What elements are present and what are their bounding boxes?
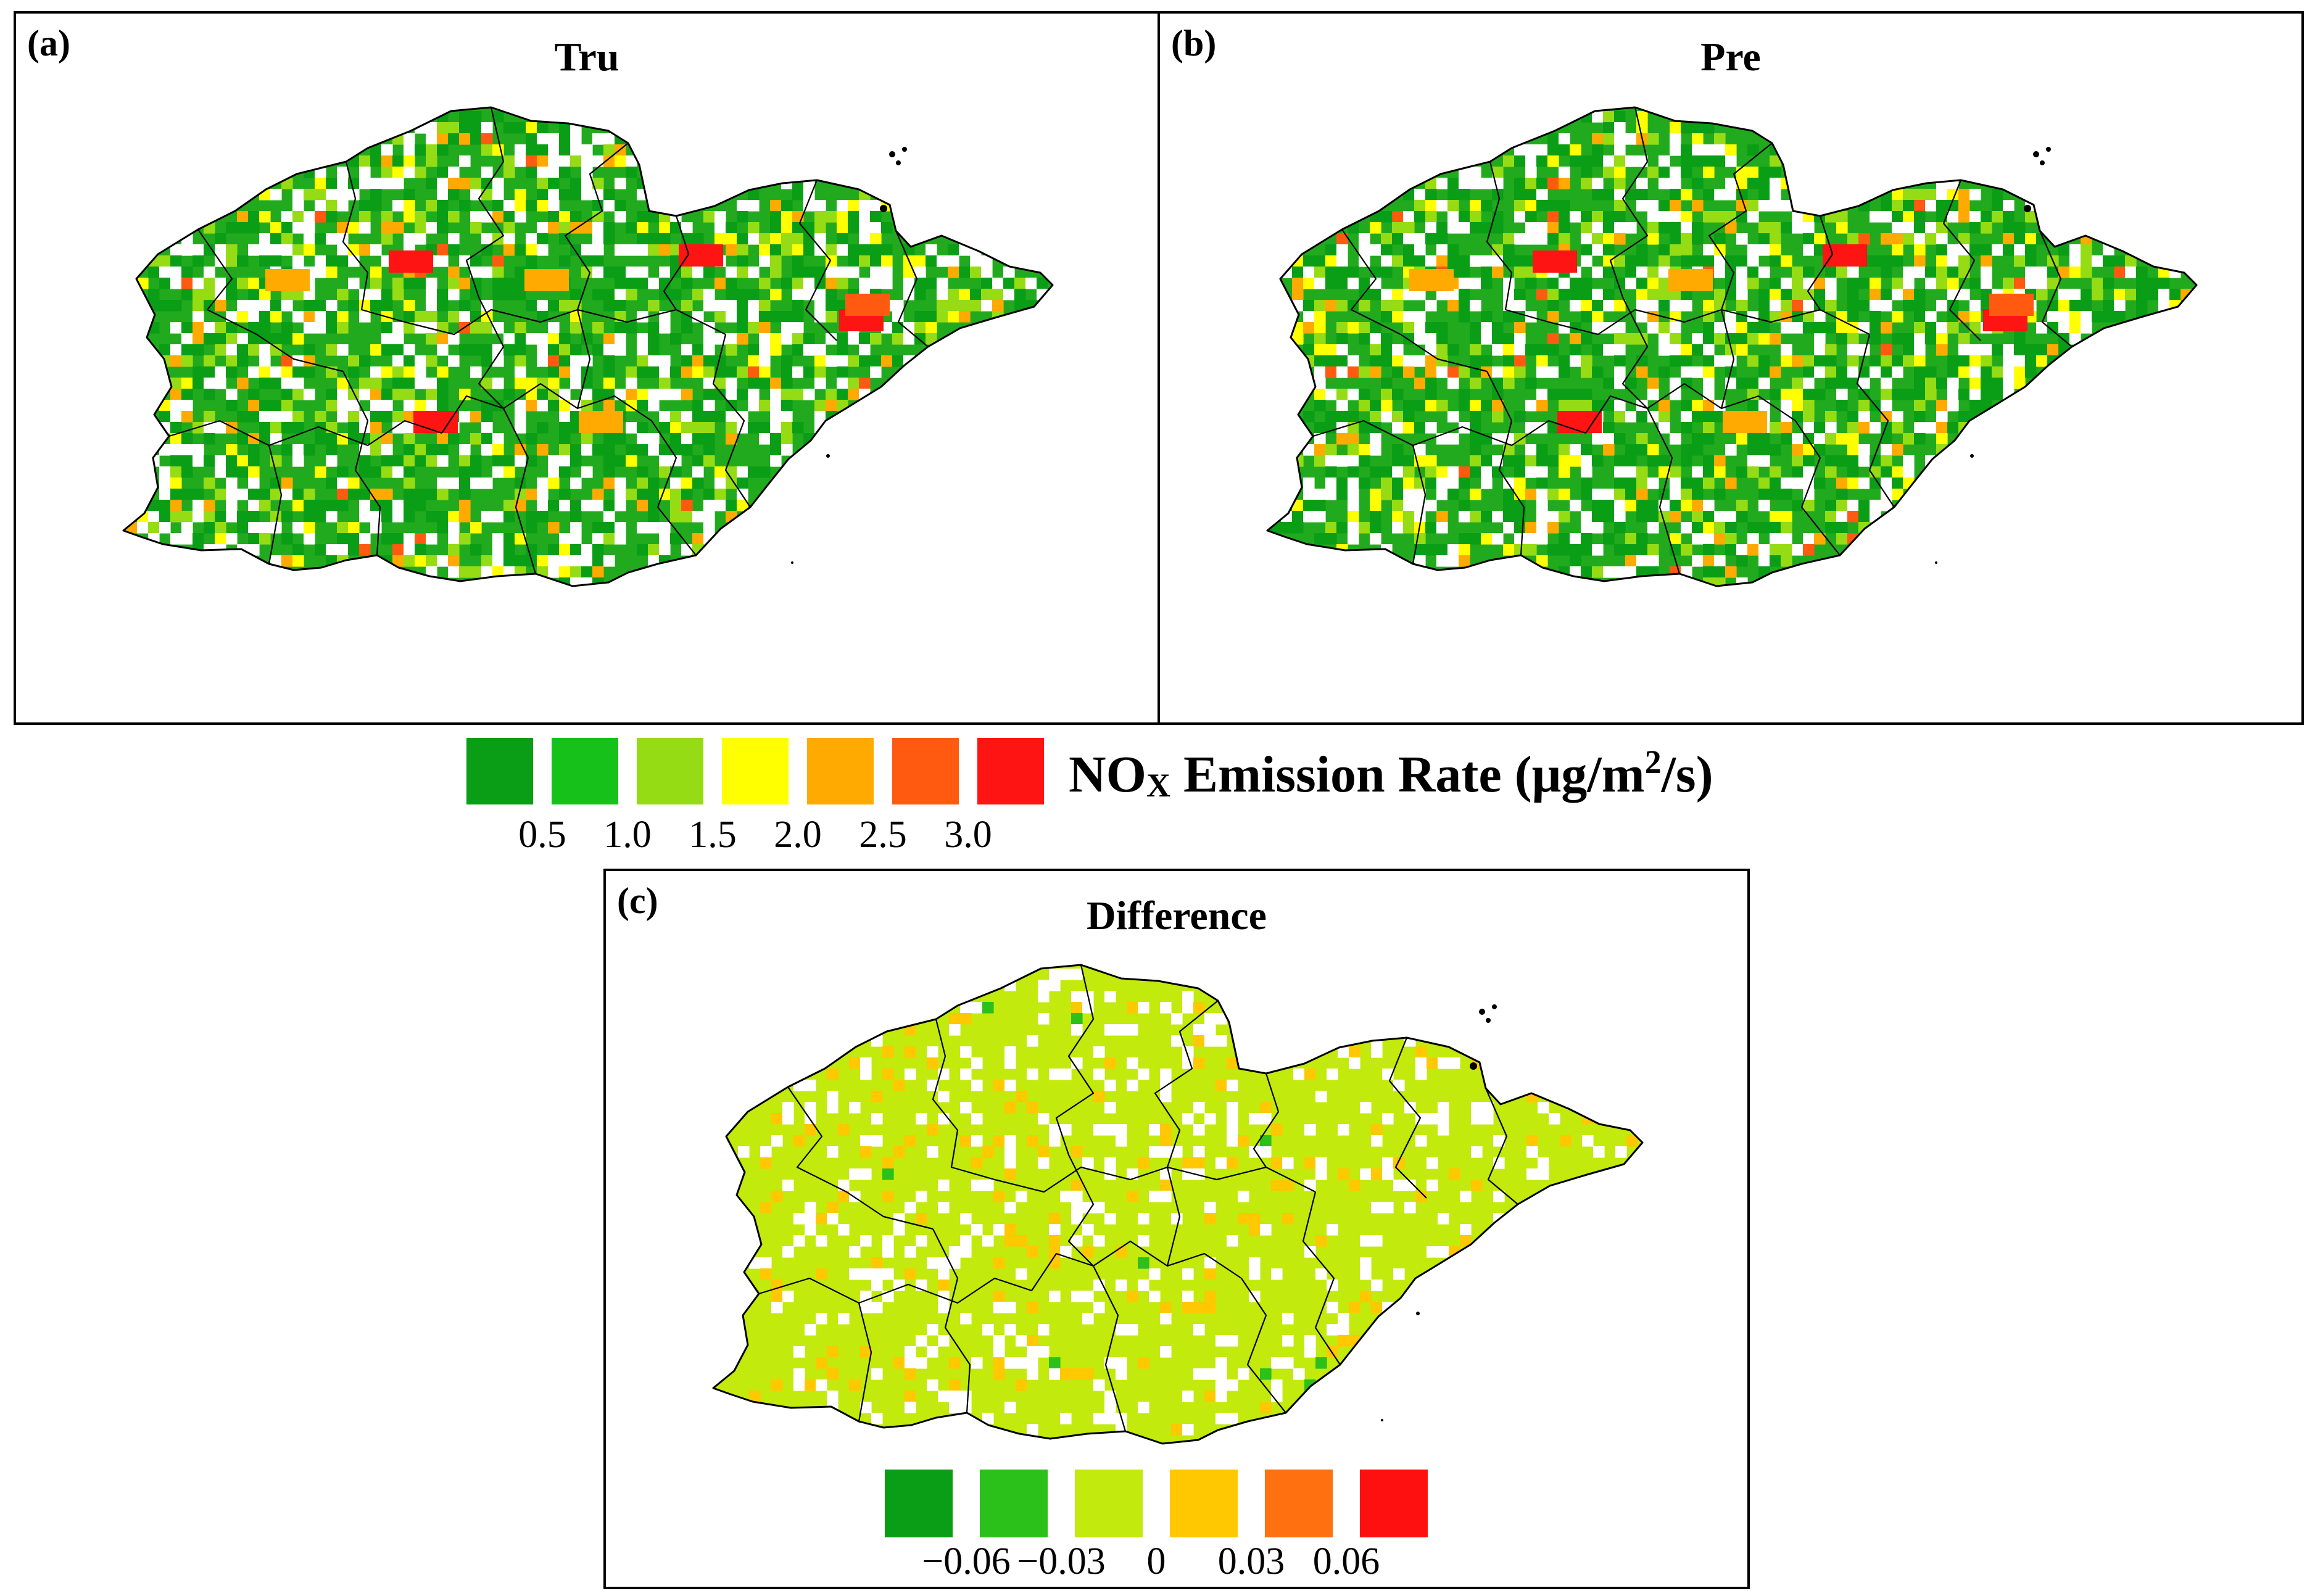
emission-map <box>122 106 1054 587</box>
diff-legend-swatch <box>1265 1470 1333 1537</box>
legend-tick: 2.0 <box>774 814 822 856</box>
panel-difference: (c) Difference −0.06 −0.03 0 0.03 0.06 <box>603 869 1750 1589</box>
island <box>889 151 895 157</box>
legend-swatch <box>552 738 618 804</box>
legend-title: NOX Emission Rate (μg/m2/s) <box>1069 745 1713 802</box>
legend-title-units: Emission Rate (μg/m <box>1170 746 1645 803</box>
legend-title-no: NO <box>1069 746 1146 803</box>
diff-legend-tick: 0 <box>1146 1540 1166 1582</box>
diff-legend-swatch <box>885 1470 953 1537</box>
legend-swatch <box>466 738 533 804</box>
island <box>896 160 901 165</box>
panel-label: (c) <box>617 880 658 921</box>
legend-title-sub: X <box>1146 767 1170 804</box>
legend-tick: 3.0 <box>944 814 992 856</box>
island <box>1470 1062 1477 1070</box>
panel-label: (a) <box>27 23 70 64</box>
legend-tick: 2.5 <box>859 814 907 856</box>
island <box>1486 1018 1491 1023</box>
legend-swatch <box>637 738 703 804</box>
panel-tru: (a) Tru <box>14 11 1160 725</box>
island <box>2033 151 2039 157</box>
island <box>902 147 907 152</box>
island <box>1970 454 1974 458</box>
emission-grid <box>738 969 1638 1436</box>
diff-legend-tick: 0.06 <box>1312 1540 1380 1582</box>
emission-map <box>1266 106 2198 587</box>
island <box>880 205 887 212</box>
legend-tick: 1.5 <box>689 814 737 856</box>
diff-legend-swatch <box>1075 1470 1143 1537</box>
province-outline <box>1266 106 2198 587</box>
island <box>2046 147 2051 152</box>
emission-grid <box>1270 111 2192 586</box>
diff-legend-swatch <box>1360 1470 1428 1537</box>
legend-swatch <box>892 738 959 804</box>
province-outline <box>712 964 1644 1445</box>
island <box>2040 160 2045 165</box>
difference-map <box>712 964 1644 1445</box>
island <box>1479 1009 1485 1015</box>
diff-legend-tick: 0.03 <box>1217 1540 1285 1582</box>
legend-tick: 1.0 <box>603 814 652 856</box>
island <box>1492 1004 1497 1009</box>
island <box>1416 1312 1420 1315</box>
legend-swatch <box>722 738 789 804</box>
diff-legend-tick: −0.06 <box>922 1540 1011 1582</box>
island <box>1381 1419 1383 1421</box>
diff-legend-swatch <box>980 1470 1048 1537</box>
island <box>791 561 793 564</box>
panel-title: Tru <box>554 35 619 80</box>
legend-swatch <box>977 738 1044 804</box>
prefecture-borders <box>758 964 1518 1432</box>
legend-swatch <box>807 738 874 804</box>
panel-title: Pre <box>1700 35 1761 80</box>
panel-pre: (b) Pre <box>1158 11 2304 725</box>
panel-title: Difference <box>1087 893 1267 938</box>
panel-label: (b) <box>1171 23 1217 64</box>
island <box>826 454 830 458</box>
emission-grid <box>126 111 1048 586</box>
legend-title-end: /s) <box>1661 746 1713 803</box>
prefecture-borders <box>1312 107 2073 574</box>
legend-title-sup: 2 <box>1644 743 1662 780</box>
province-outline <box>122 106 1054 587</box>
island <box>2024 205 2031 212</box>
diff-legend-tick: −0.03 <box>1017 1540 1106 1582</box>
prefecture-borders <box>168 107 929 574</box>
island <box>1935 561 1937 564</box>
diff-legend-swatch <box>1170 1470 1238 1537</box>
legend-tick: 0.5 <box>518 814 566 856</box>
